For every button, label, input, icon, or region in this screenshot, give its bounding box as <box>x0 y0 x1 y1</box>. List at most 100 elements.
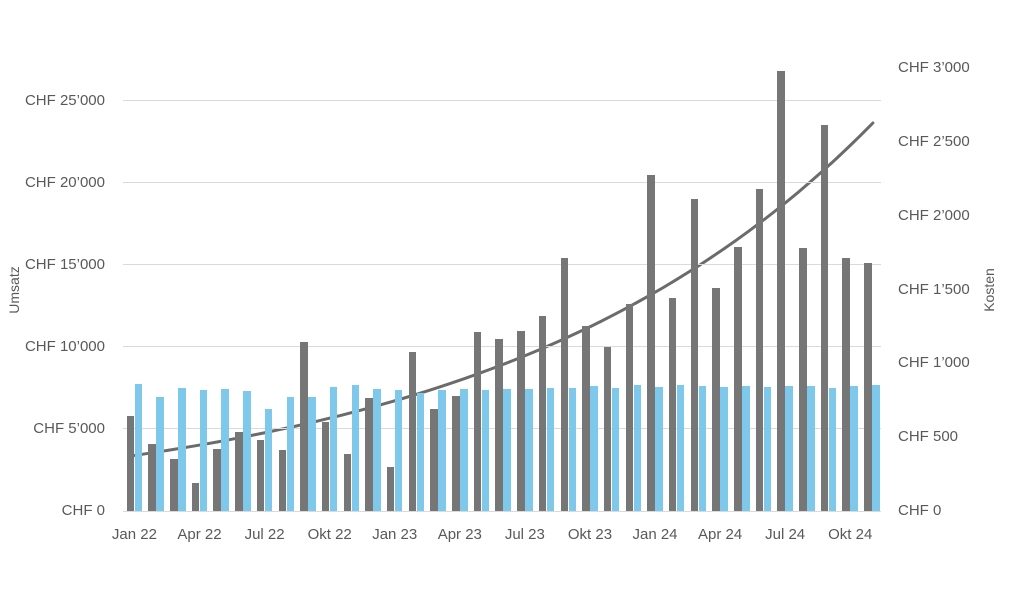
umsatz-bar <box>517 330 525 511</box>
left-axis-tick: CHF 25’000 <box>24 91 105 109</box>
left-axis-tick: CHF 20’000 <box>24 173 105 191</box>
gridline <box>123 100 881 102</box>
umsatz-bar <box>473 332 482 511</box>
umsatz-bar <box>820 125 829 511</box>
gridline <box>123 510 881 512</box>
kosten-bar <box>438 389 446 511</box>
kosten-bar <box>785 386 793 511</box>
umsatz-bar <box>538 315 547 511</box>
kosten-bar <box>763 386 772 511</box>
x-axis-tick: Jul 23 <box>504 526 545 543</box>
right-axis-tick: CHF 0 <box>898 502 942 519</box>
umsatz-bar <box>734 246 742 511</box>
x-axis-tick: Jul 24 <box>765 526 806 543</box>
right-axis-tick: CHF 1’500 <box>898 280 970 298</box>
kosten-bar <box>264 409 273 511</box>
right-axis-tick: CHF 2’500 <box>898 132 970 150</box>
x-axis-tick: Apr 24 <box>697 526 743 543</box>
kosten-bar <box>611 387 620 511</box>
kosten-bar <box>460 389 468 511</box>
gridline <box>123 264 881 266</box>
kosten-bar <box>373 389 381 511</box>
left-axis-tick: CHF 0 <box>61 502 105 519</box>
umsatz-bar <box>712 287 720 511</box>
umsatz-bar <box>842 258 850 511</box>
plot-area <box>123 68 881 512</box>
kosten-bar <box>633 385 642 511</box>
umsatz-bar <box>582 325 590 511</box>
x-axis-tick: Jan 22 <box>111 526 157 543</box>
umsatz-bar <box>777 71 785 511</box>
kosten-bar <box>676 384 685 511</box>
kosten-bar <box>221 389 229 511</box>
umsatz-bar <box>690 199 699 511</box>
kosten-bar <box>503 389 511 511</box>
umsatz-bar <box>300 342 308 511</box>
umsatz-bar <box>560 258 568 511</box>
kosten-bar <box>655 386 663 511</box>
gridline <box>123 182 881 184</box>
kosten-bar <box>329 386 338 511</box>
kosten-bar <box>590 386 598 511</box>
umsatz-bar <box>495 338 503 511</box>
umsatz-bar <box>386 466 395 511</box>
umsatz-bar <box>647 174 655 511</box>
right-axis-tick: CHF 2’000 <box>898 206 970 224</box>
umsatz-bar <box>864 263 872 511</box>
umsatz-bar <box>799 248 807 511</box>
kosten-bar <box>178 388 186 511</box>
right-axis-tick: CHF 1’000 <box>898 354 970 372</box>
left-axis-title: Umsatz <box>6 266 22 314</box>
kosten-bar <box>850 386 858 511</box>
kosten-bar <box>546 388 555 511</box>
kosten-bar <box>416 392 425 511</box>
umsatz-bar <box>668 297 677 511</box>
umsatz-bar <box>256 440 265 511</box>
umsatz-bar <box>278 450 287 511</box>
right-axis-tick: CHF 3’000 <box>898 59 970 76</box>
kosten-bar <box>872 384 880 511</box>
umsatz-bar <box>213 448 221 511</box>
umsatz-bar <box>191 483 200 511</box>
umsatz-bar <box>408 351 417 511</box>
umsatz-bar <box>321 422 330 511</box>
right-axis-title: Kosten <box>981 268 997 312</box>
kosten-bar <box>720 386 728 511</box>
kosten-bar <box>156 397 164 511</box>
kosten-bar <box>134 384 143 511</box>
umsatz-bar <box>755 189 764 511</box>
x-axis-tick: Okt 23 <box>567 526 613 543</box>
x-axis-tick: Jan 23 <box>372 526 418 543</box>
kosten-bar <box>286 396 295 511</box>
kosten-bar <box>698 386 707 511</box>
umsatz-bar <box>365 397 373 511</box>
kosten-bar <box>199 389 208 511</box>
umsatz-bar <box>170 458 178 511</box>
kosten-bar <box>481 389 490 511</box>
kosten-bar <box>308 397 316 511</box>
kosten-bar <box>243 390 251 511</box>
x-axis-tick: Okt 22 <box>307 526 352 543</box>
umsatz-bar <box>343 453 352 511</box>
x-axis-tick: Okt 24 <box>828 526 873 543</box>
left-axis-tick: CHF 10’000 <box>24 337 105 355</box>
kosten-bar <box>351 385 360 511</box>
umsatz-bar <box>430 409 438 511</box>
umsatz-bar <box>603 346 612 511</box>
kosten-bar <box>568 388 576 511</box>
kosten-bar <box>525 389 533 511</box>
umsatz-bar <box>452 396 460 511</box>
umsatz-bar <box>625 304 634 511</box>
x-axis-tick: Apr 23 <box>437 526 482 543</box>
x-axis-tick: Jan 24 <box>632 526 678 543</box>
umsatz-bar <box>235 432 243 511</box>
x-axis-tick: Apr 22 <box>177 526 222 543</box>
kosten-bar <box>742 386 750 511</box>
umsatz-bar <box>126 415 135 511</box>
left-axis-tick: CHF 5’000 <box>33 419 105 437</box>
umsatz-bar <box>148 443 156 511</box>
left-axis-tick: CHF 15’000 <box>24 255 105 273</box>
x-axis-tick: Jul 22 <box>244 526 285 543</box>
right-axis-tick: CHF 500 <box>898 428 959 446</box>
